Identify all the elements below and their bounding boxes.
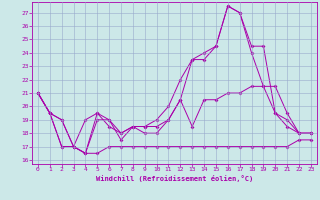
X-axis label: Windchill (Refroidissement éolien,°C): Windchill (Refroidissement éolien,°C) <box>96 175 253 182</box>
